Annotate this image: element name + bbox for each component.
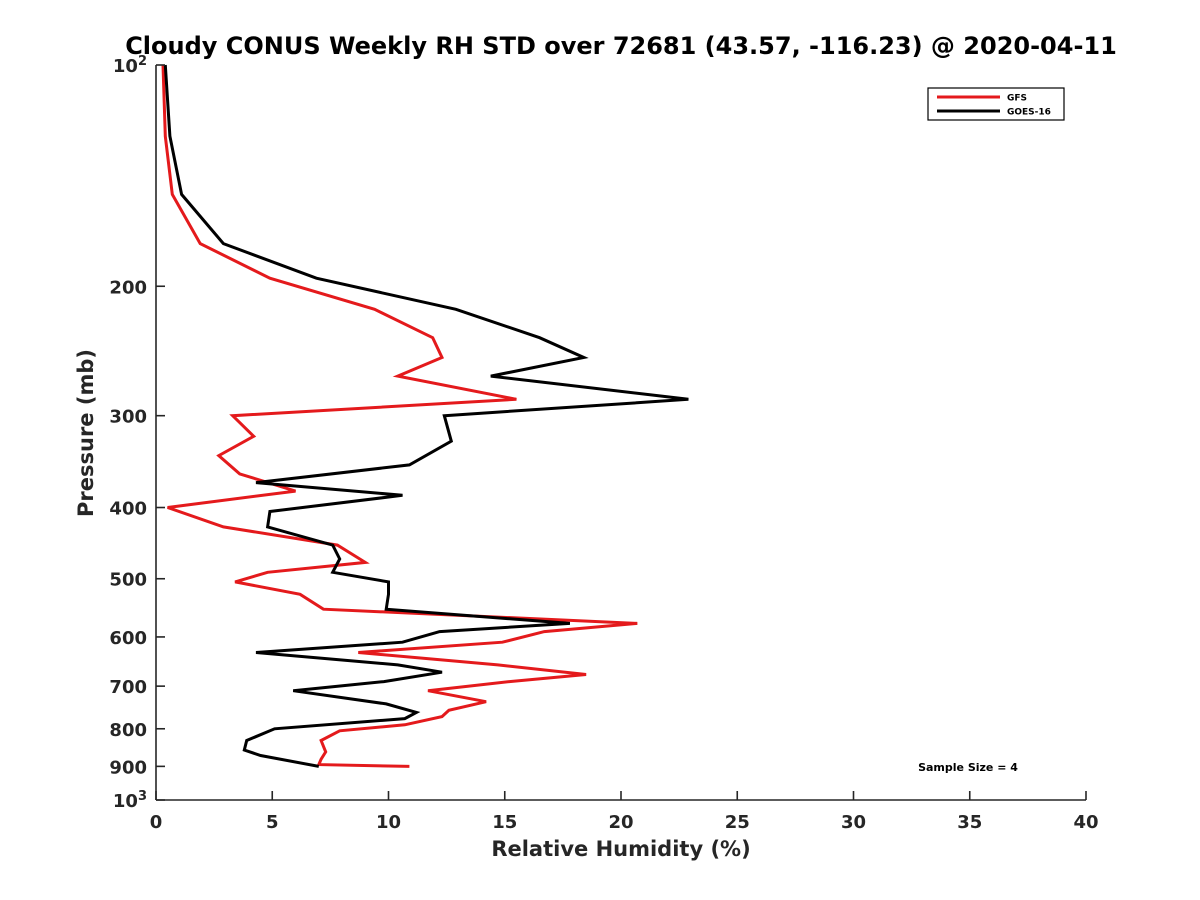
x-axis-ticks: 0 5 10 15 20 25 30 35 40 (150, 791, 1099, 833)
sample-size-annotation: Sample Size = 4 (918, 761, 1018, 774)
series-line-gfs (161, 64, 638, 768)
x-tick-label: 20 (608, 812, 633, 833)
y-tick-label: 102 (113, 54, 147, 78)
y-tick-label: 600 (109, 628, 147, 649)
legend: GFS GOES-16 (927, 87, 1065, 121)
y-tick-label: 900 (109, 757, 147, 778)
y-tick-label: 200 (109, 277, 147, 298)
x-tick-label: 15 (492, 812, 517, 833)
series-line-goes-16 (163, 64, 689, 768)
x-tick-label: 30 (841, 812, 866, 833)
legend-label: GOES-16 (1007, 108, 1051, 118)
y-tick-label: 300 (109, 407, 147, 428)
y-tick-label: 500 (109, 570, 147, 591)
y-tick-label: 103 (113, 789, 147, 813)
series-layer (161, 64, 689, 768)
x-tick-label: 0 (150, 812, 163, 833)
y-tick-label: 800 (109, 720, 147, 741)
x-tick-label: 5 (266, 812, 279, 833)
x-tick-label: 25 (725, 812, 750, 833)
legend-label: GFS (1007, 94, 1027, 104)
chart-title: Cloudy CONUS Weekly RH STD over 72681 (4… (125, 32, 1117, 60)
x-tick-label: 35 (957, 812, 982, 833)
y-tick-label: 700 (109, 677, 147, 698)
x-tick-label: 40 (1073, 812, 1098, 833)
legend-box (927, 87, 1065, 121)
x-tick-label: 10 (376, 812, 401, 833)
x-axis-label: Relative Humidity (%) (491, 837, 750, 861)
y-axis-label: Pressure (mb) (74, 349, 98, 517)
y-tick-label: 400 (109, 499, 147, 520)
